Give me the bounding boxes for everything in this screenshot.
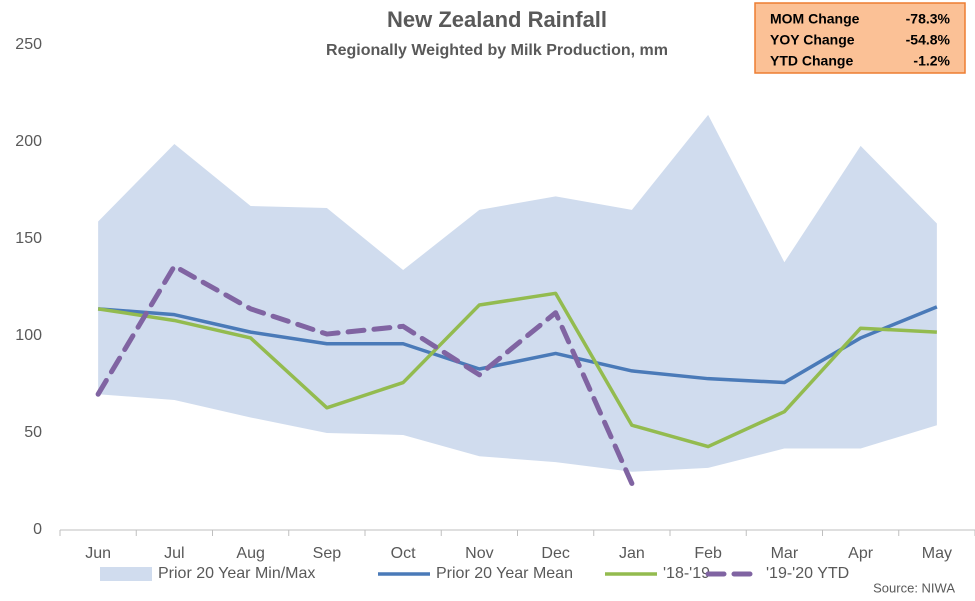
- info-value: -1.2%: [913, 53, 950, 69]
- series-line: [97, 305, 938, 385]
- x-tick-label: May: [922, 545, 952, 562]
- x-tick-label: Feb: [694, 545, 722, 562]
- min-max-area: [98, 114, 937, 472]
- source: Source: NIWA: [873, 580, 955, 595]
- x-tick-label: Jun: [85, 545, 111, 562]
- info-box-text: MOM Change -78.3% YOY Change -54.8% YTD Chan…: [770, 11, 951, 69]
- info-value: -78.3%: [906, 11, 951, 27]
- x-tick-label: Nov: [465, 545, 493, 562]
- x-tick-label: Jan: [619, 545, 645, 562]
- x-tick-label: Sep: [313, 545, 342, 562]
- chart-subtitle: Regionally Weighted by Milk Production, …: [326, 42, 668, 59]
- legend-swatch: [100, 567, 152, 581]
- x-tick-label: Oct: [391, 545, 416, 562]
- info-label: YOY Change: [770, 32, 855, 48]
- x-tick-label: Apr: [848, 545, 874, 562]
- y-tick-label: 50: [24, 424, 42, 441]
- legend-label: '19-'20 YTD: [766, 565, 849, 582]
- info-value: -54.8%: [906, 32, 951, 48]
- y-tick-label: 100: [15, 327, 42, 344]
- x-tick-label: Aug: [236, 545, 264, 562]
- x-tick-label: Mar: [771, 545, 799, 562]
- y-tick-label: 250: [15, 36, 42, 53]
- legend-label: Prior 20 Year Mean: [436, 565, 573, 582]
- info-box: [754, 2, 966, 74]
- info-label: MOM Change: [770, 11, 860, 27]
- series-line: [95, 263, 635, 486]
- y-tick-label: 150: [15, 230, 42, 247]
- y-tick-label: 200: [15, 133, 42, 150]
- x-tick-label: Dec: [541, 545, 569, 562]
- y-tick-label: 0: [33, 521, 42, 538]
- x-tick-label: Jul: [164, 545, 184, 562]
- series-line: [97, 291, 937, 449]
- info-label: YTD Change: [770, 53, 853, 69]
- legend-label: Prior 20 Year Min/Max: [158, 565, 315, 582]
- legend-label: '18-'19: [663, 565, 710, 582]
- chart-title: New Zealand Rainfall: [387, 7, 607, 32]
